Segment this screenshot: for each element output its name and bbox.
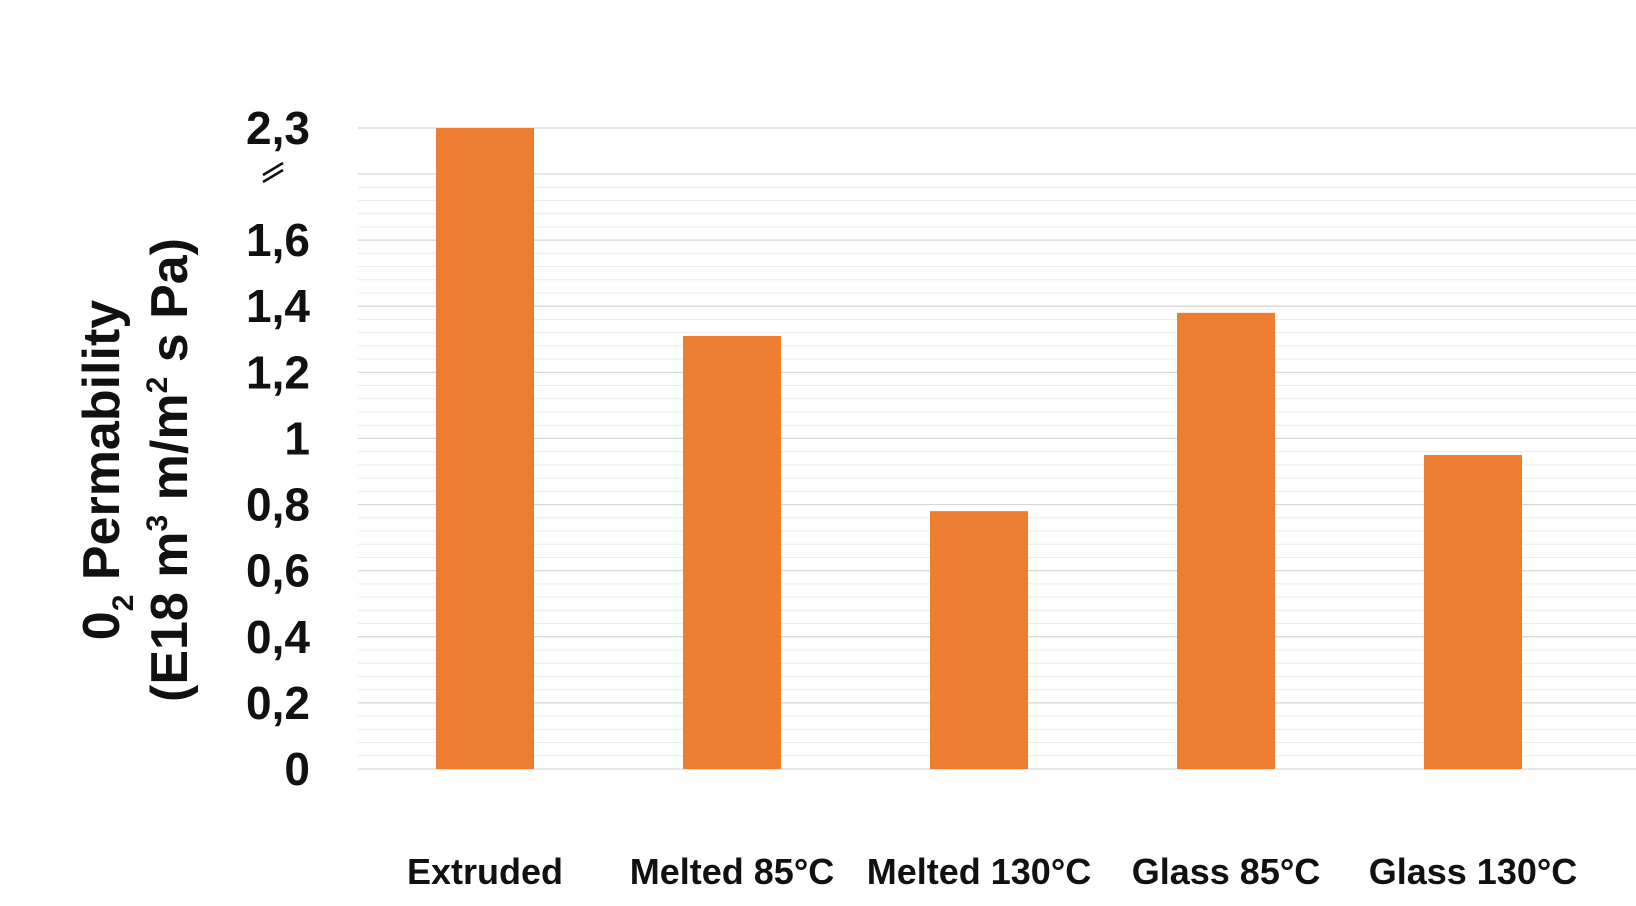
bar-glass-85-c xyxy=(1177,312,1275,769)
x-category-label: Melted 130°C xyxy=(867,851,1091,892)
y-tick-label: 1 xyxy=(284,412,310,464)
bars xyxy=(436,128,1522,769)
y-tick-label: 0,8 xyxy=(246,479,310,531)
x-category-label: Glass 85°C xyxy=(1132,851,1321,892)
y-tick-label: 1,6 xyxy=(246,214,310,266)
y-tick-labels: 0 0,2 0,4 0,6 0,8 1 1,2 1,4 1,6 2,3 xyxy=(246,102,310,795)
y-tick-label: 1,2 xyxy=(246,346,310,398)
axis-break-stroke xyxy=(262,161,284,177)
y-tick-label: 1,4 xyxy=(246,280,310,332)
y-tick-label: 2,3 xyxy=(246,102,310,154)
y-axis-title: 02 Permability (E18 m3 m/m2 s Pa) xyxy=(73,238,199,702)
bar-melted-85-c xyxy=(683,335,781,769)
axis-break-marker xyxy=(262,161,284,184)
y-tick-label: 0,6 xyxy=(246,545,310,597)
y-tick-label: 0,2 xyxy=(246,677,310,729)
x-category-labels: Extruded Melted 85°C Melted 130°C Glass 85°… xyxy=(407,851,1577,892)
axis-break-stroke xyxy=(262,168,284,184)
bar-glass-130-c xyxy=(1424,454,1522,769)
y-axis-title-line2: (E18 m3 m/m2 s Pa) xyxy=(141,238,199,702)
y-tick-label: 0,4 xyxy=(246,611,310,663)
x-category-label: Melted 85°C xyxy=(630,851,834,892)
x-category-label: Glass 130°C xyxy=(1369,851,1578,892)
y-tick-label: 0 xyxy=(284,743,310,795)
bar-extruded xyxy=(436,128,534,769)
bar-melted-130-c xyxy=(930,511,1028,769)
x-category-label: Extruded xyxy=(407,851,563,892)
y-axis-title-line1: 02 Permability xyxy=(73,300,140,640)
